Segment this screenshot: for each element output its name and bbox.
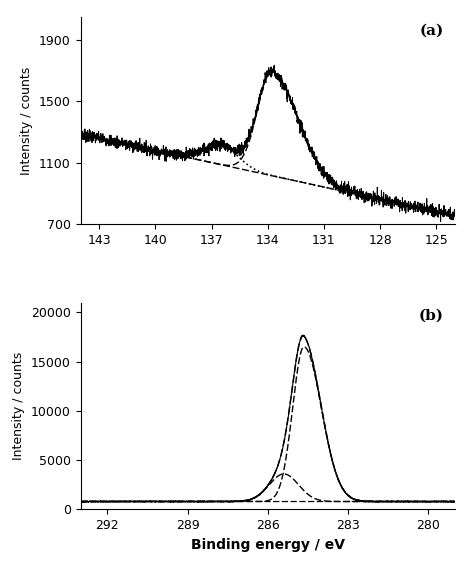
Text: (b): (b): [419, 308, 444, 323]
Text: (a): (a): [419, 23, 444, 37]
Y-axis label: Intensity / counts: Intensity / counts: [20, 66, 34, 174]
X-axis label: Binding energy / eV: Binding energy / eV: [191, 538, 345, 552]
Y-axis label: Intensity / counts: Intensity / counts: [12, 352, 26, 460]
